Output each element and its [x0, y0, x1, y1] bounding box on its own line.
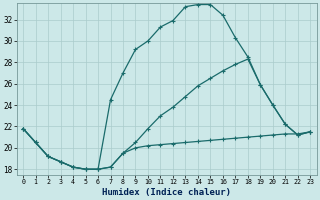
- X-axis label: Humidex (Indice chaleur): Humidex (Indice chaleur): [102, 188, 231, 197]
